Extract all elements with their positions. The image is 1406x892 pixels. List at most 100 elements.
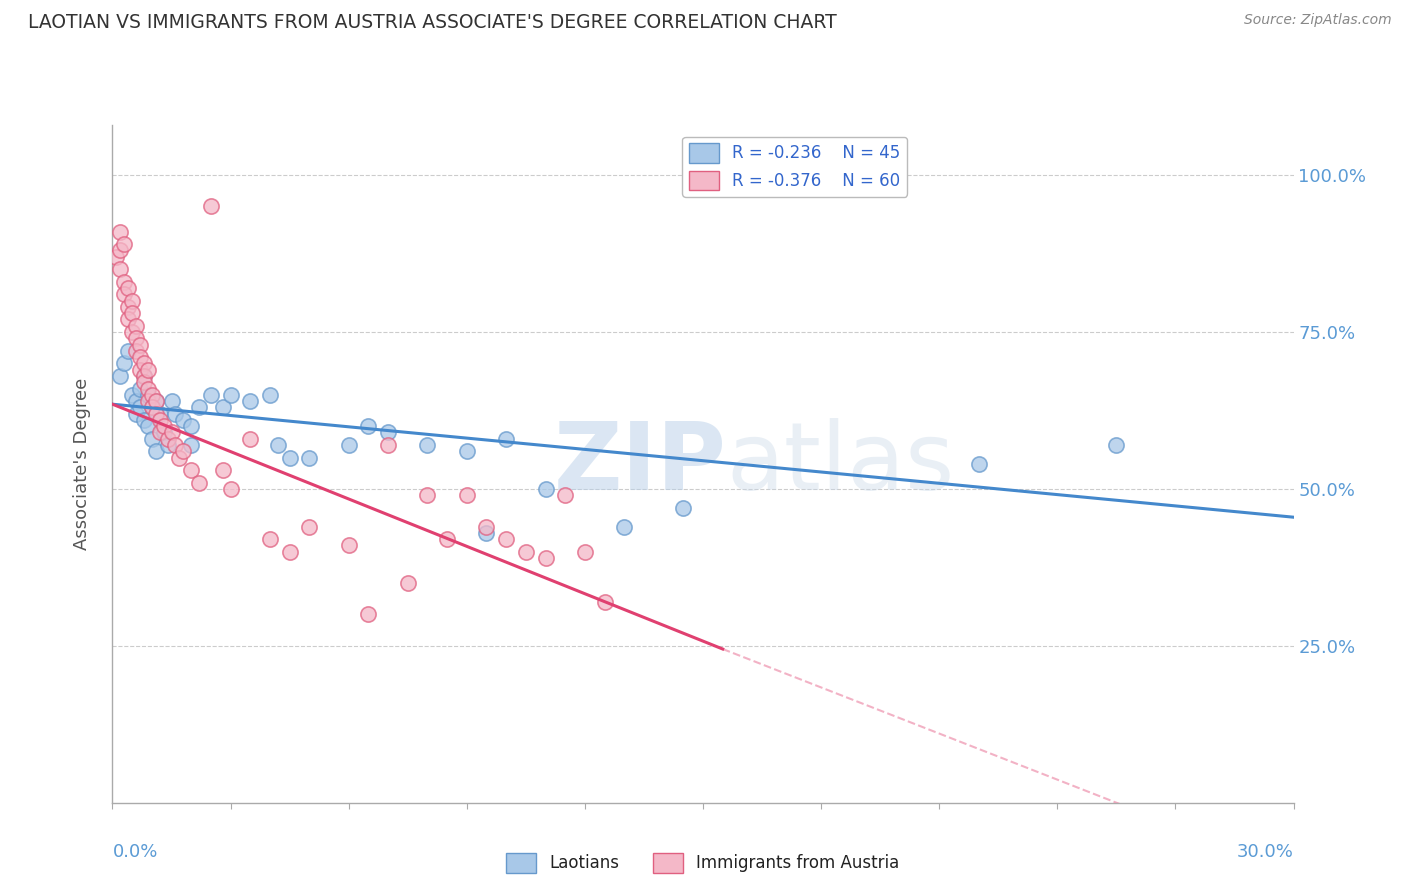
Point: [436, 532, 458, 546]
Point: [145, 394, 167, 409]
Point: [165, 407, 187, 421]
Point: [117, 300, 139, 314]
Point: [377, 438, 399, 452]
Point: [149, 413, 172, 427]
Point: [298, 450, 321, 465]
Point: [160, 394, 183, 409]
Point: [132, 368, 155, 383]
Point: [278, 450, 301, 465]
Point: [396, 576, 419, 591]
Legend: Laotians, Immigrants from Austria: Laotians, Immigrants from Austria: [499, 847, 907, 880]
Point: [219, 482, 242, 496]
Point: [259, 532, 281, 546]
Point: [534, 551, 557, 566]
Point: [112, 275, 135, 289]
Point: [141, 388, 163, 402]
Text: Source: ZipAtlas.com: Source: ZipAtlas.com: [1244, 13, 1392, 28]
Point: [129, 337, 152, 351]
Point: [337, 438, 360, 452]
Point: [121, 388, 143, 402]
Point: [145, 394, 167, 409]
Point: [188, 401, 211, 415]
Point: [125, 331, 148, 345]
Point: [136, 419, 159, 434]
Point: [110, 368, 132, 383]
Text: 30.0%: 30.0%: [1237, 844, 1294, 862]
Point: [136, 362, 159, 376]
Point: [105, 250, 128, 264]
Point: [219, 388, 242, 402]
Point: [110, 225, 132, 239]
Point: [172, 413, 194, 427]
Point: [121, 325, 143, 339]
Text: 0.0%: 0.0%: [112, 844, 157, 862]
Point: [132, 413, 155, 427]
Point: [141, 401, 163, 415]
Point: [416, 488, 439, 502]
Point: [172, 444, 194, 458]
Point: [534, 482, 557, 496]
Point: [337, 538, 360, 552]
Point: [152, 419, 174, 434]
Point: [456, 444, 478, 458]
Point: [672, 500, 695, 515]
Point: [156, 438, 179, 452]
Point: [145, 407, 167, 421]
Point: [160, 425, 183, 440]
Point: [121, 293, 143, 308]
Point: [129, 401, 152, 415]
Point: [132, 368, 155, 383]
Point: [149, 407, 172, 421]
Point: [129, 350, 152, 364]
Text: atlas: atlas: [727, 417, 955, 510]
Point: [145, 444, 167, 458]
Point: [515, 545, 537, 559]
Point: [132, 356, 155, 370]
Point: [180, 438, 202, 452]
Point: [125, 394, 148, 409]
Point: [117, 343, 139, 358]
Point: [239, 432, 262, 446]
Point: [267, 438, 290, 452]
Point: [495, 532, 517, 546]
Point: [377, 425, 399, 440]
Point: [200, 388, 222, 402]
Point: [117, 312, 139, 326]
Point: [357, 419, 380, 434]
Point: [239, 394, 262, 409]
Legend: R = -0.236    N = 45, R = -0.376    N = 60: R = -0.236 N = 45, R = -0.376 N = 60: [682, 136, 907, 197]
Point: [180, 419, 202, 434]
Point: [211, 401, 233, 415]
Point: [967, 457, 990, 471]
Point: [136, 382, 159, 396]
Point: [117, 281, 139, 295]
Point: [141, 401, 163, 415]
Point: [180, 463, 202, 477]
Y-axis label: Associate's Degree: Associate's Degree: [73, 377, 91, 550]
Point: [125, 407, 148, 421]
Point: [188, 475, 211, 490]
Point: [156, 432, 179, 446]
Point: [416, 438, 439, 452]
Point: [574, 545, 596, 559]
Point: [278, 545, 301, 559]
Point: [200, 199, 222, 213]
Point: [112, 287, 135, 301]
Point: [129, 382, 152, 396]
Point: [136, 388, 159, 402]
Point: [121, 306, 143, 320]
Point: [554, 488, 576, 502]
Point: [129, 362, 152, 376]
Point: [613, 519, 636, 533]
Point: [149, 425, 172, 440]
Point: [475, 525, 498, 540]
Point: [211, 463, 233, 477]
Point: [110, 262, 132, 277]
Point: [136, 394, 159, 409]
Point: [165, 438, 187, 452]
Point: [593, 595, 616, 609]
Point: [112, 356, 135, 370]
Point: [259, 388, 281, 402]
Point: [152, 425, 174, 440]
Point: [357, 607, 380, 622]
